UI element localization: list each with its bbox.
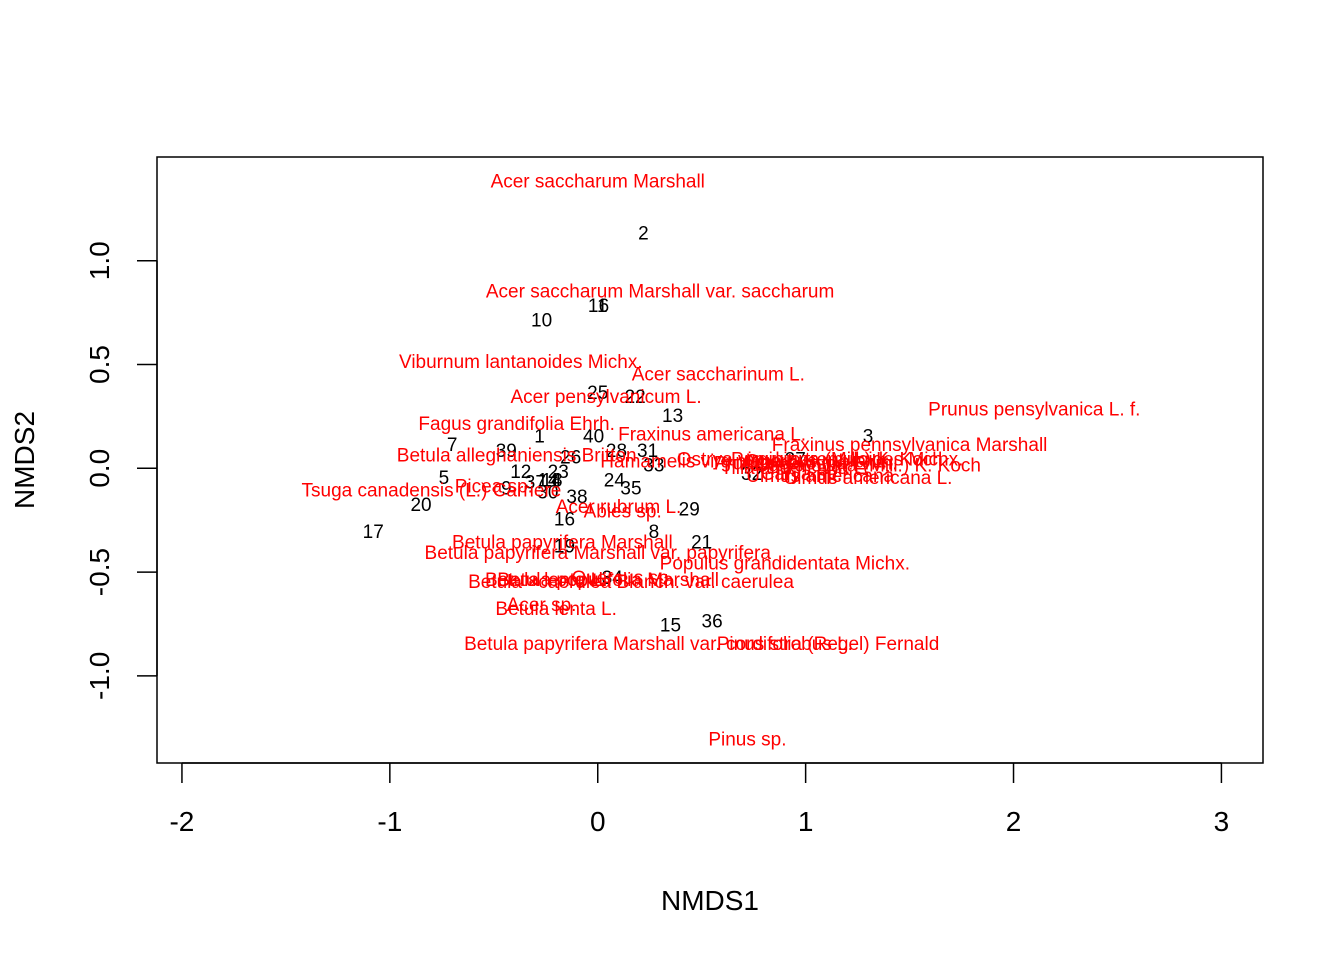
site-label: 21 xyxy=(691,533,712,554)
y-tick-label: 1.0 xyxy=(84,241,115,280)
y-tick-label: -1.0 xyxy=(84,652,115,700)
site-label: 17 xyxy=(363,522,384,543)
x-tick-label: 3 xyxy=(1214,806,1230,837)
site-label: 20 xyxy=(410,495,431,516)
species-label: Ulmus americana xyxy=(746,466,894,487)
species-label: Pinus sp. xyxy=(708,730,786,751)
site-label: 30 xyxy=(537,483,558,504)
species-label: Betula lenta L. xyxy=(485,570,606,591)
species-label: Betula papyrifera Marshall var. papyrife… xyxy=(425,543,772,564)
species-label: Fagus grandifolia Ehrh. xyxy=(418,414,614,435)
species-label: Acer saccharum Marshall var. saccharum xyxy=(486,281,834,302)
species-label: Tilia americana L. xyxy=(721,458,870,479)
species-label: Fraxinus pennsylvanica Marshall xyxy=(772,435,1048,456)
y-tick-label: 0.5 xyxy=(84,345,115,384)
species-label: Acer sp. xyxy=(507,595,577,616)
site-label: 27 xyxy=(785,450,806,471)
species-label: Populus tremuloides Michx. xyxy=(731,450,963,471)
site-label: 19 xyxy=(554,537,575,558)
site-label: 10 xyxy=(531,310,552,331)
species-label: Viburnum lantanoides Michx. xyxy=(399,352,643,373)
species-label: Tsuga canadensis (L.) Carriere xyxy=(302,481,562,502)
species-label: Hamamelis virginiana L. xyxy=(600,452,803,473)
x-tick-label: 2 xyxy=(1006,806,1022,837)
species-label: Populus grandidentata Michx. xyxy=(660,553,910,574)
site-label: 29 xyxy=(679,499,700,520)
site-label: 31 xyxy=(637,441,658,462)
site-label: 24 xyxy=(604,470,626,491)
site-label: 2 xyxy=(638,223,649,244)
site-label: 11 xyxy=(588,296,608,317)
x-tick-label: 1 xyxy=(798,806,814,837)
species-labels: Acer saccharum Marshall Acer saccharum Ma… xyxy=(302,171,1141,750)
site-label: 38 xyxy=(566,487,587,508)
site-label: 18 xyxy=(541,470,562,491)
site-label: 12 xyxy=(510,462,531,483)
species-label: Betula papyrifera Marshall var. cordifol… xyxy=(464,634,939,655)
species-label: Prunus pensylvanica L. f. xyxy=(928,400,1140,421)
species-label: Quercus sp. xyxy=(571,568,673,589)
site-label: 3 xyxy=(863,427,874,448)
species-label: Betula lenta L. xyxy=(495,599,616,620)
species-label: Quercus rubra L. xyxy=(745,452,888,473)
site-label: 6 xyxy=(599,296,610,317)
species-label: Betula papyrifera Marshall xyxy=(452,533,673,554)
species-label: Ostrya virginiana (Mill.) K. Koch xyxy=(677,450,943,471)
site-label: 39 xyxy=(496,441,517,462)
site-label: 36 xyxy=(702,611,723,632)
species-label: Betula alleghaniensis Britton xyxy=(397,445,637,466)
site-label: 33 xyxy=(643,456,664,477)
site-label: 34 xyxy=(602,568,624,589)
site-label: 16 xyxy=(554,510,575,531)
x-axis: -2 -1 0 1 2 3 xyxy=(169,762,1230,837)
species-label: Prunus serotina Ehrh. xyxy=(714,454,898,475)
site-label: 40 xyxy=(583,427,604,448)
y-tick-label: 0.0 xyxy=(84,449,115,488)
species-label: Picea sp. xyxy=(455,476,533,497)
site-label: 32 xyxy=(741,464,762,485)
x-tick-label: -2 xyxy=(169,806,194,837)
site-label: 14 xyxy=(537,470,559,491)
site-label: 35 xyxy=(620,479,641,500)
y-tick-label: -0.5 xyxy=(84,548,115,596)
site-label: 9 xyxy=(501,479,512,500)
y-axis-title: NMDS2 xyxy=(9,411,40,509)
site-label: 4 xyxy=(551,470,562,491)
site-label: 25 xyxy=(587,383,608,404)
x-tick-label: 0 xyxy=(590,806,606,837)
species-label: Carya sp. xyxy=(761,464,842,485)
species-label: Ulmus americana L. xyxy=(784,468,953,489)
site-label: 13 xyxy=(662,406,683,427)
site-label: 15 xyxy=(660,616,681,637)
site-label: 1 xyxy=(534,427,545,448)
site-label: 28 xyxy=(606,441,627,462)
site-label: 23 xyxy=(548,462,569,483)
species-label: Betula populifolia Marshall xyxy=(497,570,719,591)
species-label: Carya ovata (Mill.) K. Koch xyxy=(755,456,981,477)
species-label: Pinus strobus L. xyxy=(717,634,853,655)
x-axis-title: NMDS1 xyxy=(661,885,759,916)
site-label: 7 xyxy=(447,435,458,456)
species-label: Acer rubrum L. xyxy=(556,497,682,518)
site-label: 5 xyxy=(439,468,450,489)
y-axis: -1.0 -0.5 0.0 0.5 1.0 xyxy=(84,241,158,700)
site-label: 26 xyxy=(560,447,581,468)
species-label: Fraxinus americana L. xyxy=(618,425,806,446)
species-label: Betula ×caerulea Blanch. var. caerulea xyxy=(468,572,794,593)
site-label: 8 xyxy=(649,522,660,543)
x-tick-label: -1 xyxy=(377,806,402,837)
species-label: Acer saccharum Marshall xyxy=(491,171,705,192)
site-label: 37 xyxy=(525,472,546,493)
species-label: Abies sp. xyxy=(584,501,662,522)
species-label: Acer pensylvanicum L. xyxy=(510,387,701,408)
site-label: 22 xyxy=(625,387,646,408)
species-label: Acer saccharinum L. xyxy=(632,364,805,385)
